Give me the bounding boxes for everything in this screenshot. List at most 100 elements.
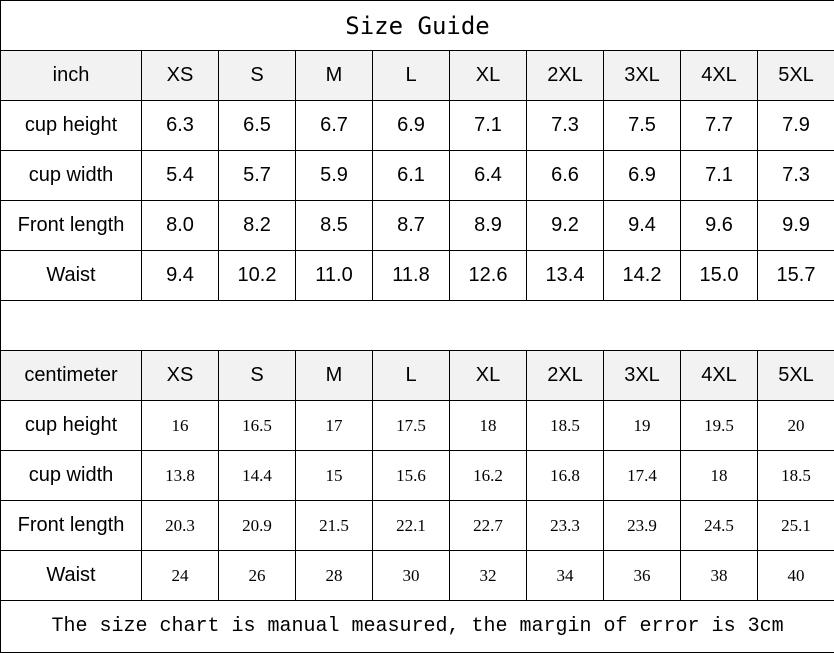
measurement-cell: 24.5 (681, 501, 758, 551)
size-header: S (219, 351, 296, 401)
measurement-cell: 16.8 (527, 451, 604, 501)
measurement-cell: 14.2 (604, 251, 681, 301)
measurement-cell: 6.4 (450, 151, 527, 201)
measurement-cell: 24 (142, 551, 219, 601)
measurement-cell: 18 (681, 451, 758, 501)
size-header: 2XL (527, 351, 604, 401)
row-label: cup width (1, 451, 142, 501)
unit-label: centimeter (1, 351, 142, 401)
measurement-cell: 19 (604, 401, 681, 451)
measurement-cell: 25.1 (758, 501, 834, 551)
measurement-cell: 15.7 (758, 251, 834, 301)
row-label: cup height (1, 101, 142, 151)
size-header: XS (142, 351, 219, 401)
measurement-cell: 7.1 (681, 151, 758, 201)
measurement-cell: 9.4 (604, 201, 681, 251)
measurement-cell: 7.7 (681, 101, 758, 151)
row-label: cup width (1, 151, 142, 201)
measurement-cell: 18 (450, 401, 527, 451)
measurement-cell: 17.4 (604, 451, 681, 501)
measurement-cell: 36 (604, 551, 681, 601)
measurement-cell: 13.8 (142, 451, 219, 501)
size-header: 4XL (681, 351, 758, 401)
size-header: XL (450, 351, 527, 401)
measurement-cell: 28 (296, 551, 373, 601)
size-header: 2XL (527, 51, 604, 101)
measurement-cell: 7.9 (758, 101, 834, 151)
size-header: 3XL (604, 51, 681, 101)
measurement-cell: 6.9 (604, 151, 681, 201)
row-label: Waist (1, 251, 142, 301)
measurement-cell: 22.7 (450, 501, 527, 551)
size-header: XS (142, 51, 219, 101)
measurement-cell: 32 (450, 551, 527, 601)
measurement-cell: 14.4 (219, 451, 296, 501)
measurement-cell: 6.3 (142, 101, 219, 151)
footer-note: The size chart is manual measured, the m… (1, 601, 834, 653)
measurement-cell: 8.2 (219, 201, 296, 251)
measurement-cell: 30 (373, 551, 450, 601)
size-header: L (373, 351, 450, 401)
measurement-cell: 5.4 (142, 151, 219, 201)
measurement-cell: 5.9 (296, 151, 373, 201)
row-label: Front length (1, 501, 142, 551)
measurement-cell: 40 (758, 551, 834, 601)
measurement-cell: 9.9 (758, 201, 834, 251)
measurement-cell: 8.7 (373, 201, 450, 251)
measurement-cell: 18.5 (758, 451, 834, 501)
measurement-cell: 7.5 (604, 101, 681, 151)
size-header: 5XL (758, 51, 834, 101)
measurement-cell: 16.5 (219, 401, 296, 451)
measurement-cell: 20.9 (219, 501, 296, 551)
measurement-cell: 6.9 (373, 101, 450, 151)
measurement-cell: 8.9 (450, 201, 527, 251)
measurement-cell: 9.4 (142, 251, 219, 301)
row-label: Front length (1, 201, 142, 251)
size-header: 3XL (604, 351, 681, 401)
measurement-cell: 6.7 (296, 101, 373, 151)
measurement-cell: 8.0 (142, 201, 219, 251)
spacer (1, 301, 834, 351)
measurement-cell: 9.2 (527, 201, 604, 251)
row-label: Waist (1, 551, 142, 601)
measurement-cell: 21.5 (296, 501, 373, 551)
measurement-cell: 23.9 (604, 501, 681, 551)
measurement-cell: 6.5 (219, 101, 296, 151)
measurement-cell: 15 (296, 451, 373, 501)
measurement-cell: 22.1 (373, 501, 450, 551)
measurement-cell: 5.7 (219, 151, 296, 201)
measurement-cell: 15.0 (681, 251, 758, 301)
size-header: M (296, 351, 373, 401)
measurement-cell: 7.3 (758, 151, 834, 201)
measurement-cell: 11.8 (373, 251, 450, 301)
measurement-cell: 6.6 (527, 151, 604, 201)
size-header: M (296, 51, 373, 101)
measurement-cell: 20 (758, 401, 834, 451)
measurement-cell: 20.3 (142, 501, 219, 551)
measurement-cell: 17.5 (373, 401, 450, 451)
footer-row: The size chart is manual measured, the m… (1, 601, 834, 653)
measurement-cell: 12.6 (450, 251, 527, 301)
measurement-cell: 38 (681, 551, 758, 601)
size-header: L (373, 51, 450, 101)
measurement-cell: 19.5 (681, 401, 758, 451)
measurement-cell: 26 (219, 551, 296, 601)
size-header: XL (450, 51, 527, 101)
measurement-cell: 6.1 (373, 151, 450, 201)
measurement-cell: 16.2 (450, 451, 527, 501)
measurement-cell: 11.0 (296, 251, 373, 301)
measurement-cell: 34 (527, 551, 604, 601)
measurement-cell: 8.5 (296, 201, 373, 251)
measurement-cell: 16 (142, 401, 219, 451)
